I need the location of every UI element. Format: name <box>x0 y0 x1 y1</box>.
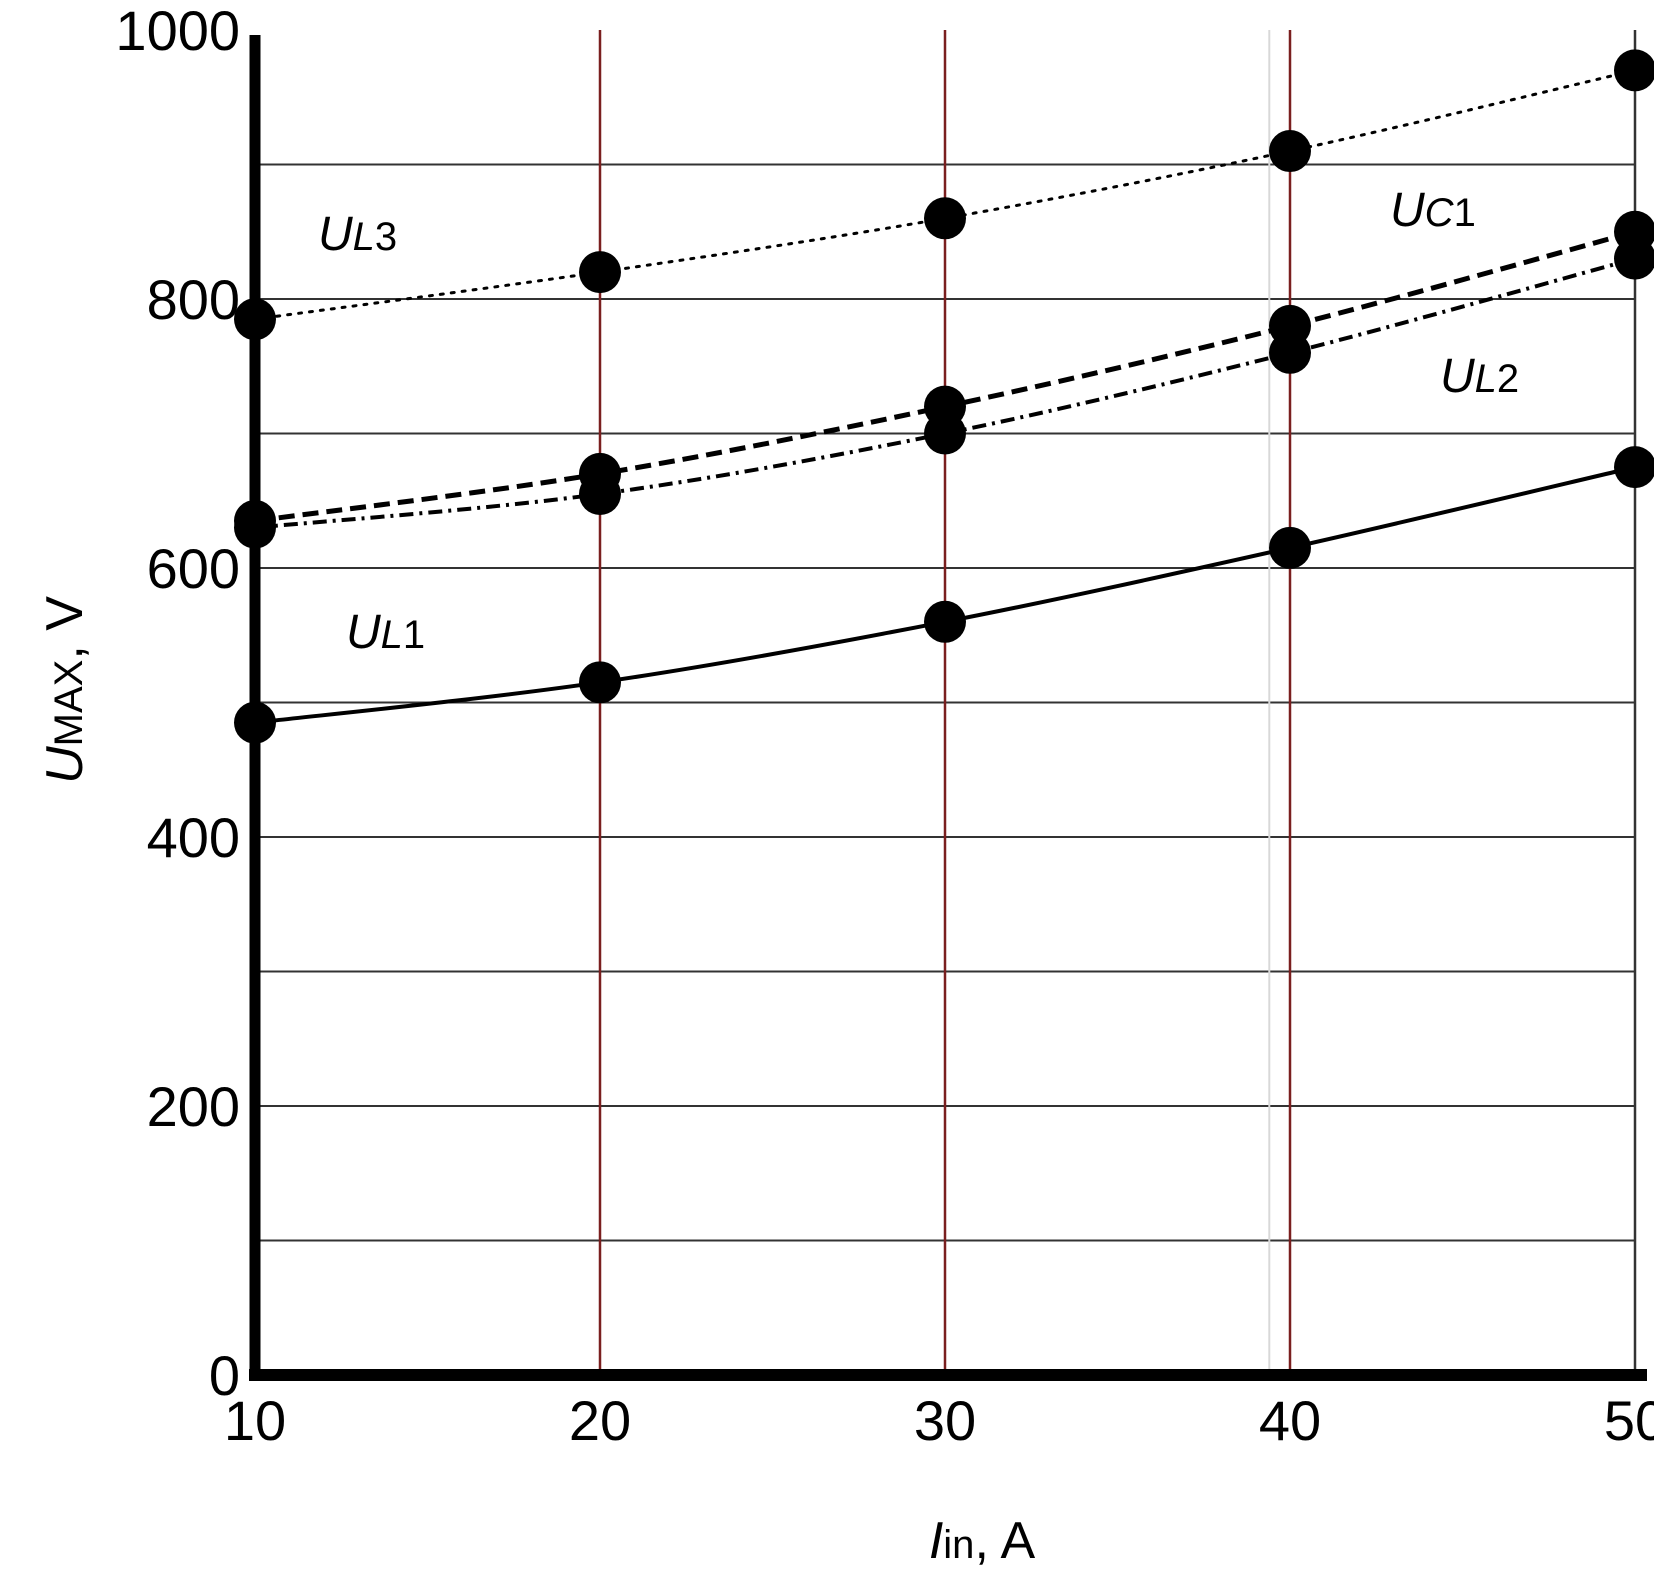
y-tick-label: 400 <box>147 806 240 869</box>
axes <box>249 35 1647 1381</box>
grid <box>255 30 1637 1375</box>
point-ul3 <box>1614 49 1654 92</box>
point-uc1 <box>1614 210 1654 253</box>
series-label-ul2: UL2 <box>1440 350 1519 403</box>
y-tick-label: 1000 <box>115 0 240 62</box>
point-ul1 <box>1614 446 1654 489</box>
y-tick-label: 600 <box>147 537 240 600</box>
x-tick-label: 40 <box>1259 1389 1321 1452</box>
series-label-ul1: UL1 <box>346 606 425 659</box>
point-ul3 <box>1269 130 1311 173</box>
point-ul1 <box>1269 526 1311 569</box>
y-tick-label: 200 <box>147 1075 240 1138</box>
point-ul3 <box>924 197 966 240</box>
series-group <box>234 49 1654 744</box>
y-tick-label: 800 <box>147 268 240 331</box>
x-tick-label: 30 <box>914 1389 976 1452</box>
y-axis-title: UMAX, V <box>36 596 94 784</box>
point-ul1 <box>924 600 966 643</box>
x-tick-label: 20 <box>569 1389 631 1452</box>
point-uc1 <box>1269 304 1311 347</box>
x-tick-label: 50 <box>1604 1389 1654 1452</box>
x-tick-label: 10 <box>224 1389 286 1452</box>
series-label-ul3: UL3 <box>318 208 397 261</box>
point-uc1 <box>924 385 966 428</box>
tick-labels: 10 20 30 40 50 0 200 400 600 800 1000 <box>115 0 1654 1452</box>
x-axis-title: Iin, A <box>929 1512 1036 1570</box>
series-label-uc1: UC1 <box>1390 184 1476 237</box>
point-ul1 <box>579 661 621 704</box>
point-ul3 <box>579 251 621 294</box>
y-tick-label: 0 <box>209 1344 240 1407</box>
point-uc1 <box>579 452 621 495</box>
